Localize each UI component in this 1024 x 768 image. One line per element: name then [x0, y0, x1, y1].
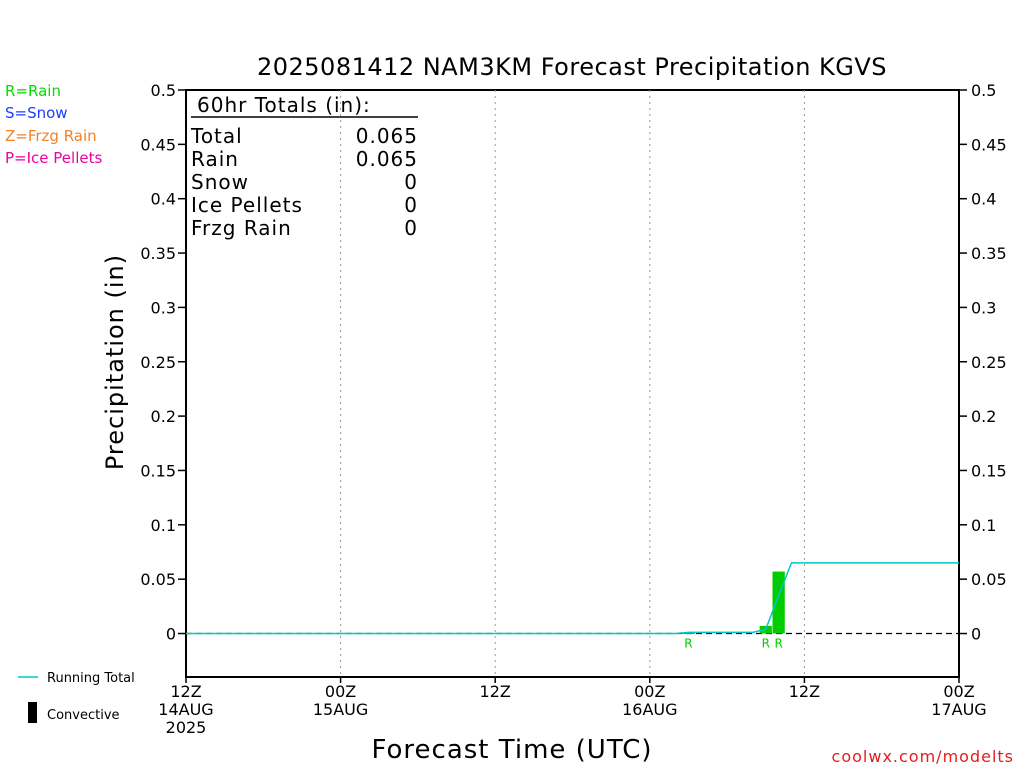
legend-ice-pellets: P=Ice Pellets — [5, 149, 102, 167]
y-tick-label-left-3: 0.15 — [140, 461, 176, 480]
totals-value-rain: 0.065 — [356, 147, 418, 171]
y-tick-label-right-9: 0.45 — [971, 135, 1007, 154]
precip-type-legend: R=Rain S=Snow Z=Frzg Rain P=Ice Pellets — [5, 82, 102, 167]
totals-value-ice: 0 — [404, 193, 418, 217]
x-axis-label: Forecast Time (UTC) — [371, 735, 652, 765]
y-tick-label-right-0: 0 — [971, 625, 981, 644]
y-tick-label-left-4: 0.2 — [151, 407, 176, 426]
y-tick-label-right-4: 0.2 — [971, 407, 996, 426]
totals-label-rain: Rain — [191, 147, 239, 171]
totals-label-total: Total — [190, 124, 243, 148]
y-tick-label-left-6: 0.3 — [151, 298, 176, 317]
x-tick-label-5-0: 00Z — [943, 682, 974, 701]
totals-label-snow: Snow — [191, 170, 249, 194]
x-tick-label-4-0: 12Z — [789, 682, 820, 701]
x-tick-label-2-0: 12Z — [480, 682, 511, 701]
y-axis-label: Precipitation (in) — [101, 254, 129, 470]
totals-label-ice: Ice Pellets — [191, 193, 303, 217]
x-tick-label-1-1: 15AUG — [313, 700, 368, 719]
y-tick-label-left-5: 0.25 — [140, 353, 176, 372]
convective-swatch — [28, 702, 37, 723]
y-tick-label-left-8: 0.4 — [151, 190, 176, 209]
y-tick-label-right-5: 0.25 — [971, 353, 1007, 372]
x-tick-label-5-1: 17AUG — [931, 700, 986, 719]
x-tick-label-0-1: 14AUG — [158, 700, 213, 719]
precip-bar-0 — [682, 632, 695, 634]
y-tick-label-left-9: 0.45 — [140, 135, 176, 154]
legend-rain: R=Rain — [5, 82, 61, 100]
y-tick-label-right-7: 0.35 — [971, 244, 1007, 263]
chart-title: 2025081412 NAM3KM Forecast Precipitation… — [257, 53, 887, 81]
totals-label-frzg: Frzg Rain — [191, 216, 292, 240]
running-total-line — [186, 562, 959, 635]
legend-running-total: Running Total — [47, 671, 135, 686]
y-tick-label-right-1: 0.05 — [971, 570, 1007, 589]
y-tick-label-right-2: 0.1 — [971, 516, 996, 535]
precip-bar-2 — [772, 571, 785, 634]
y-tick-label-left-1: 0.05 — [140, 570, 176, 589]
y-tick-label-right-10: 0.5 — [971, 81, 996, 100]
vertical-gridlines — [340, 90, 805, 677]
precip-bars — [682, 571, 785, 634]
legend-convective: Convective — [47, 708, 120, 723]
totals-value-snow: 0 — [404, 170, 418, 194]
y-tick-label-left-2: 0.1 — [151, 516, 176, 535]
x-tick-label-3-0: 00Z — [634, 682, 665, 701]
totals-heading: 60hr Totals (in): — [197, 93, 371, 117]
x-tick-label-0-0: 12Z — [170, 682, 201, 701]
y-tick-label-left-0: 0 — [166, 625, 176, 644]
line-legend: Running Total Convective — [18, 671, 135, 723]
credit-text: coolwx.com/modelts — [832, 747, 1014, 766]
precip-type-marker-1: R — [762, 637, 770, 651]
y-axis-right: 0 0.05 0.1 0.15 0.2 0.25 0.3 0.35 0.4 0.45 0.5 — [959, 81, 1007, 644]
y-tick-label-right-8: 0.4 — [971, 190, 996, 209]
precip-type-marker-0: R — [684, 637, 692, 651]
legend-snow: S=Snow — [5, 104, 68, 122]
totals-value-frzg: 0 — [404, 216, 418, 240]
totals-value-total: 0.065 — [356, 124, 418, 148]
y-tick-label-right-3: 0.15 — [971, 461, 1007, 480]
precip-type-marker-2: R — [774, 637, 782, 651]
y-tick-label-left-10: 0.5 — [151, 81, 176, 100]
x-tick-label-3-1: 16AUG — [622, 700, 677, 719]
plot-frame — [185, 89, 960, 678]
x-tick-label-0-2: 2025 — [166, 718, 207, 737]
y-tick-label-right-6: 0.3 — [971, 298, 996, 317]
legend-frzg-rain: Z=Frzg Rain — [5, 127, 97, 145]
y-axis-left: 0 0.05 0.1 0.15 0.2 0.25 0.3 0.35 0.4 0.45 0.5 — [140, 81, 186, 644]
y-tick-label-left-7: 0.35 — [140, 244, 176, 263]
totals-box: 60hr Totals (in): Total 0.065 Rain 0.065… — [190, 93, 418, 240]
x-tick-label-1-0: 00Z — [325, 682, 356, 701]
